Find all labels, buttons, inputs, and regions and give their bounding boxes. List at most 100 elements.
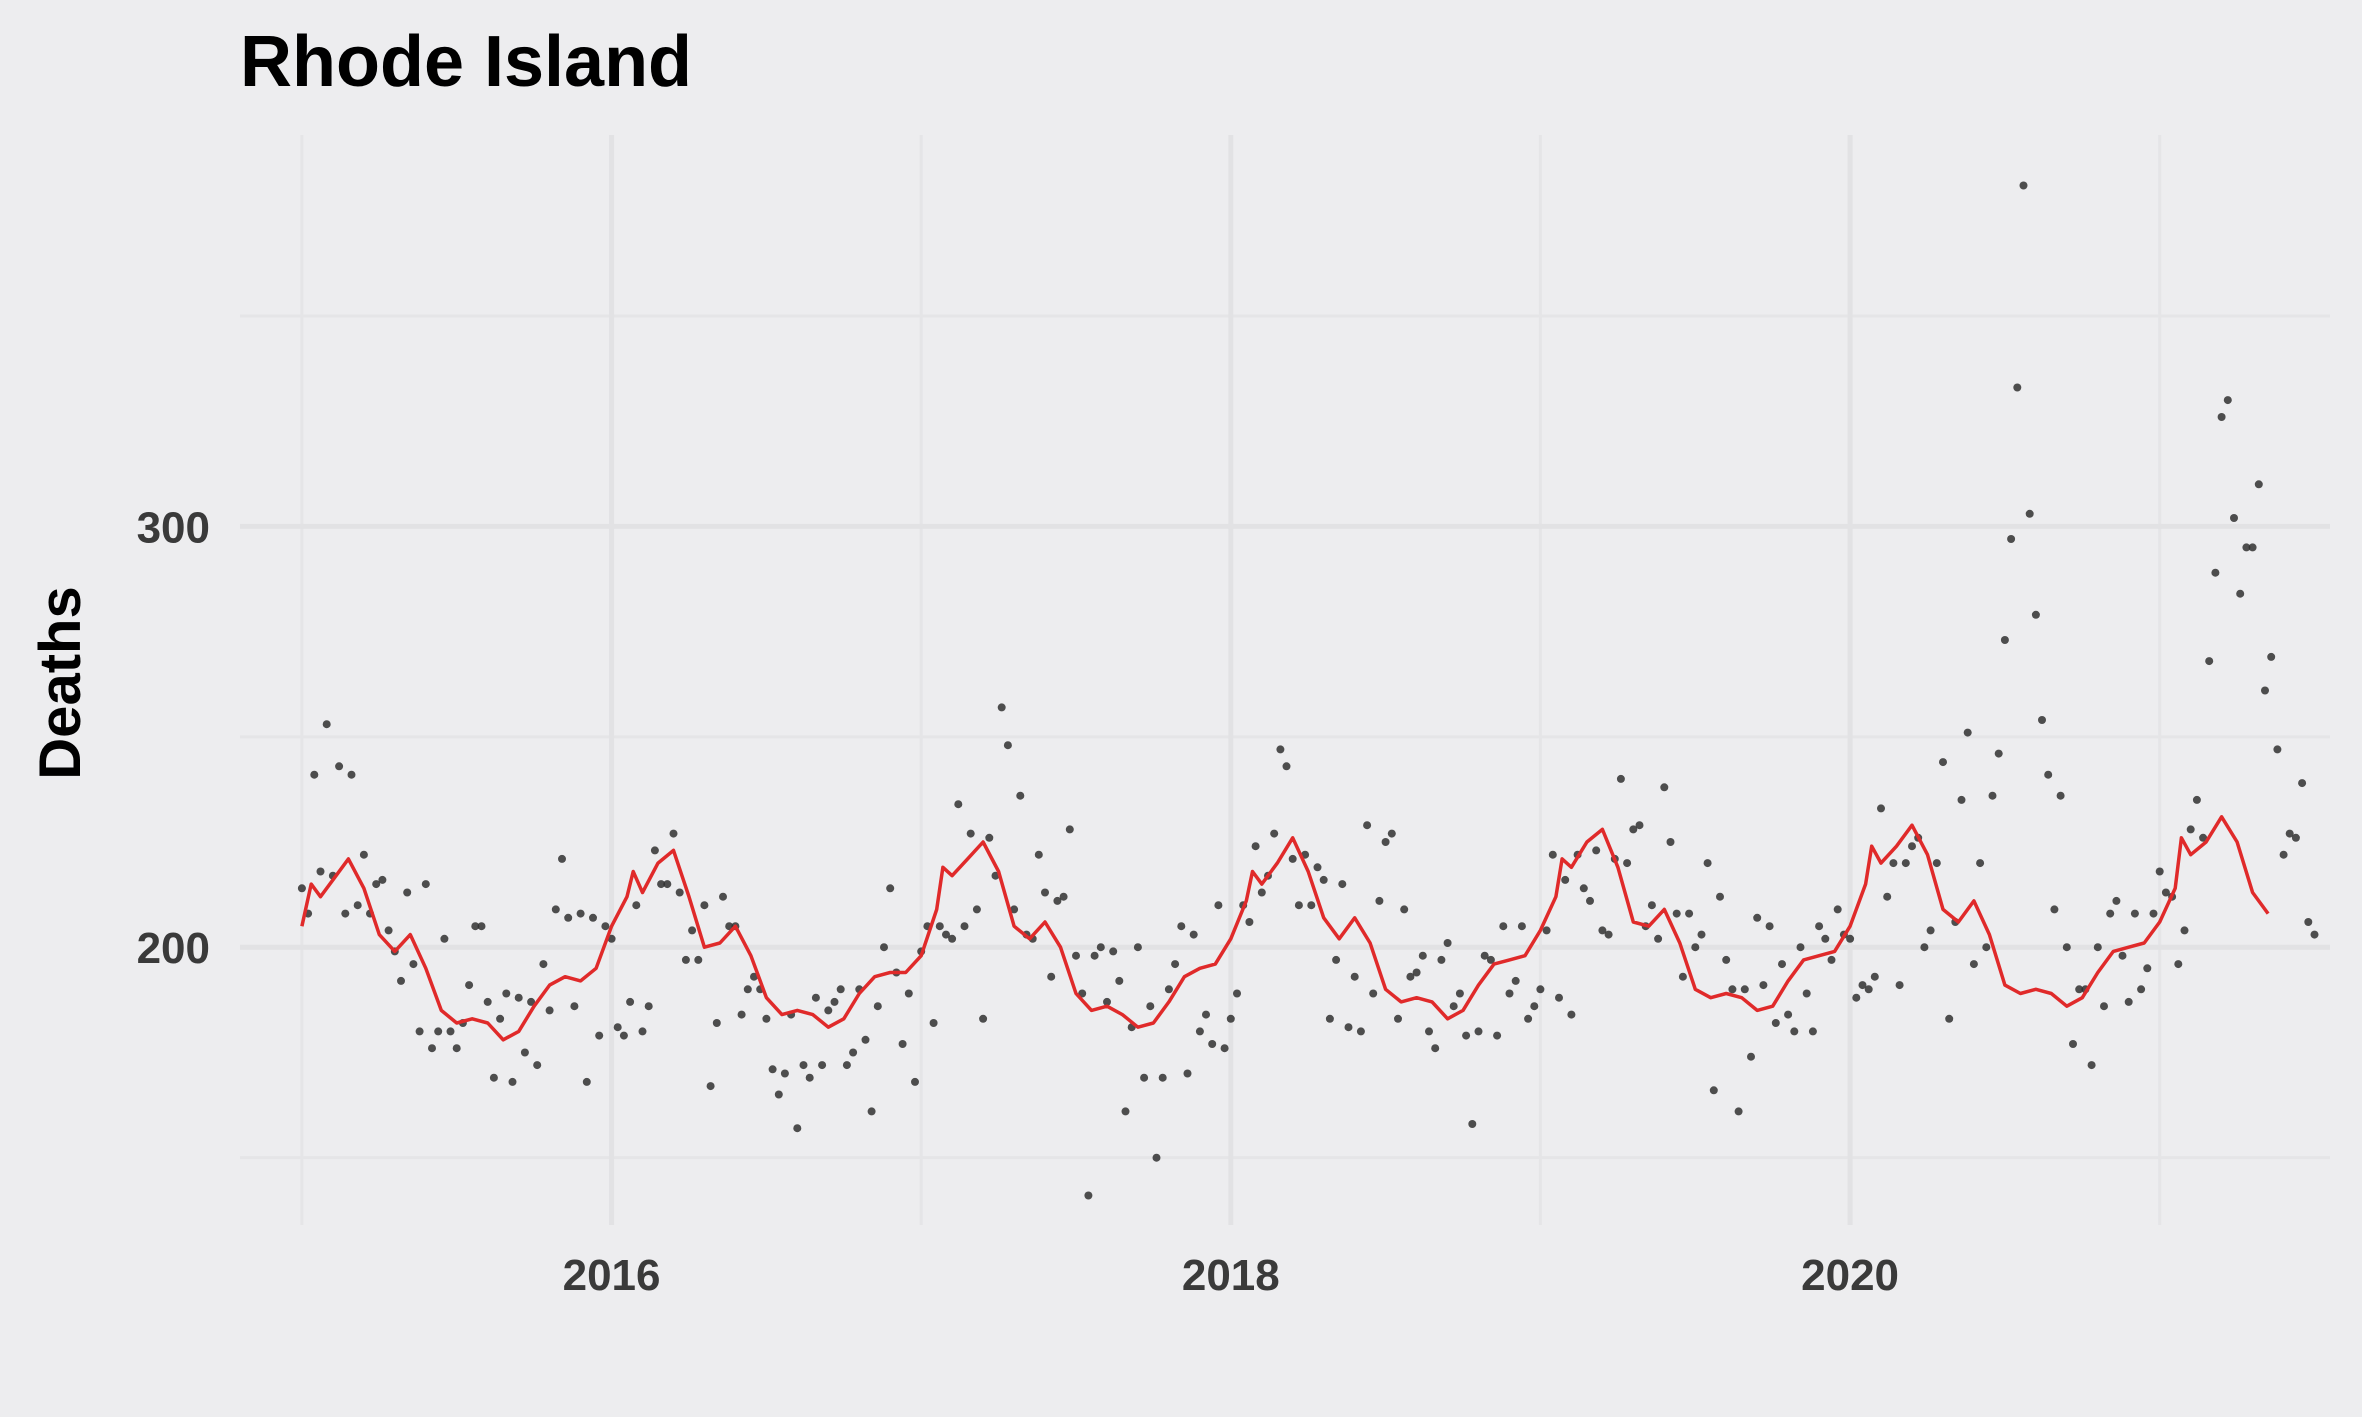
data-point [372,880,381,889]
data-point [2161,888,2170,897]
data-point [1090,951,1099,960]
data-point [1053,896,1062,905]
data-point [1784,1010,1793,1019]
data-point [1939,758,1947,767]
data-point [1759,981,1768,990]
data-point [1542,926,1551,935]
data-point [1548,850,1557,859]
data-point [1926,926,1935,935]
data-point [576,909,585,918]
data-point [1276,745,1285,754]
data-point [1505,989,1514,998]
data-point [1010,905,1019,914]
data-point [1802,989,1811,998]
data-point [1431,1044,1440,1053]
x-tick-label: 2020 [1801,1251,1899,1300]
data-point [972,905,981,914]
data-point [1666,838,1675,846]
data-point [347,770,356,779]
data-point [1493,1031,1502,1040]
data-point [1833,905,1842,914]
data-point [1084,1191,1093,1200]
data-point [601,922,610,931]
data-point [762,1014,771,1023]
data-point [1003,741,1012,750]
data-point [1616,774,1625,783]
data-point [1406,972,1415,981]
data-point [929,1019,938,1027]
data-point [558,854,566,863]
data-point [694,955,703,964]
data-point [1394,1014,1402,1023]
data-point [378,875,387,884]
data-point [1251,842,1260,851]
data-point [1443,939,1452,947]
data-point [1796,943,1805,952]
data-point [1932,859,1941,868]
data-point [2062,943,2071,952]
data-point [1245,918,1254,926]
data-point [1344,1023,1353,1032]
data-point [310,770,319,779]
data-point [935,922,944,931]
data-point [712,1019,721,1027]
data-point [1517,922,1526,931]
data-point [1765,922,1774,931]
data-point [527,997,536,1006]
data-point [669,829,678,838]
data-point [508,1077,517,1086]
data-point [1096,943,1105,952]
data-point [1740,985,1749,994]
data-point [818,1061,827,1070]
data-point [514,993,523,1002]
data-point [904,989,913,998]
data-point [2155,867,2164,876]
data-point [582,1077,591,1086]
data-point [1592,846,1601,855]
chart-title: Rhode Island [240,22,692,102]
data-point [2019,181,2028,190]
data-point [2106,909,2115,918]
data-point [1678,972,1687,981]
data-point [1016,791,1025,800]
data-point [613,1023,622,1032]
data-point [2044,770,2053,779]
data-point [452,1044,461,1053]
data-point [1109,947,1118,956]
data-point [434,1027,443,1036]
data-point [2199,833,2208,842]
data-point [1146,1002,1155,1011]
data-point [471,922,480,931]
data-point [1567,1010,1576,1019]
y-tick-label: 200 [137,924,210,973]
data-point [533,1061,542,1070]
data-point [2223,396,2232,405]
data-point [1753,913,1762,922]
data-point [1468,1120,1477,1128]
data-point [2075,985,2084,994]
data-point [1257,888,1266,897]
data-point [824,1006,833,1015]
data-point [297,884,306,893]
trend-line-group [300,815,2270,1042]
data-point [2050,905,2059,914]
data-point [1288,854,1297,863]
data-point [1734,1107,1743,1116]
data-point [564,913,573,922]
data-point [335,762,344,771]
data-point [948,934,957,943]
data-point [1332,955,1341,964]
data-point [1672,909,1681,918]
data-point [353,901,362,910]
data-point [2254,480,2263,489]
data-point [341,909,350,918]
data-point [2025,509,2034,518]
data-point [1307,901,1316,910]
data-point [1121,1107,1130,1116]
data-point [1604,930,1613,939]
data-point [1369,989,1378,998]
data-point [830,997,839,1006]
data-point [1895,981,1904,990]
